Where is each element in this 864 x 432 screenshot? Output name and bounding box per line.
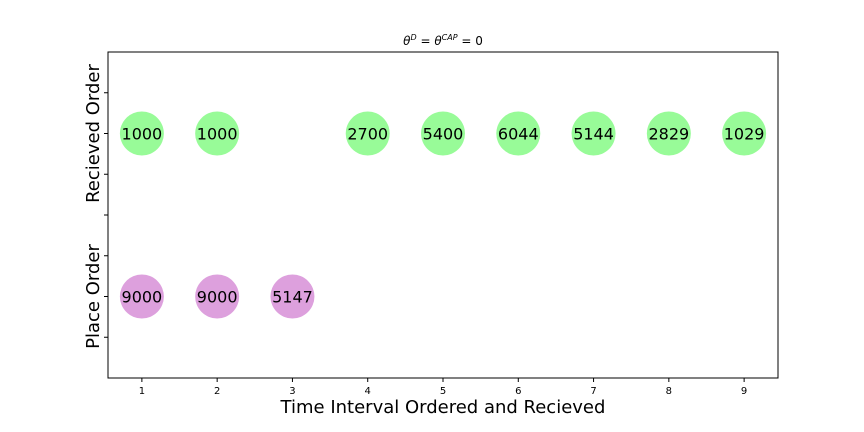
title-eq2: = 0	[458, 34, 483, 48]
bubble-0-3	[421, 111, 465, 156]
bubble-0-7	[722, 111, 767, 156]
title-theta-d: θ	[403, 34, 411, 48]
title-sup-d: D	[410, 33, 416, 42]
chart-title: θD = θCAP = 0	[403, 33, 483, 48]
bubble-0-1	[195, 111, 240, 156]
x-tick-label-4: 4	[365, 386, 371, 397]
bubble-label-0-3: 5400	[423, 125, 464, 144]
x-tick-label-5: 5	[440, 386, 446, 397]
x-axis-label: Time Interval Ordered and Recieved	[280, 397, 606, 418]
bubble-label-1-0: 9000	[122, 288, 163, 307]
bubble-label-0-0: 1000	[122, 125, 163, 144]
bubble-label-0-5: 5144	[573, 125, 614, 144]
bubble-label-0-6: 2829	[648, 125, 689, 144]
bubble-label-0-1: 1000	[197, 125, 238, 144]
bubble-0-6	[646, 111, 691, 156]
y-category-label-0: Place Order	[83, 244, 104, 349]
bubble-label-1-1: 9000	[197, 288, 238, 307]
x-tick-label-7: 7	[590, 386, 596, 397]
bubble-0-4	[496, 111, 541, 156]
x-tick-label-9: 9	[741, 386, 747, 397]
bubble-label-0-7: 1029	[724, 125, 765, 144]
bubble-0-2	[345, 111, 390, 156]
title-sup-cap: CAP	[442, 33, 458, 42]
plot-frame	[107, 51, 779, 379]
title-eq1: =	[417, 34, 435, 48]
bubble-label-0-2: 2700	[347, 125, 388, 144]
bubble-label-1-2: 5147	[272, 288, 313, 307]
x-tick-label-8: 8	[666, 386, 672, 397]
bubble-1-1	[195, 274, 240, 319]
y-category-label-1: Recieved Order	[83, 64, 104, 203]
x-tick-label-3: 3	[289, 386, 295, 397]
bubble-0-5	[571, 111, 616, 156]
title-theta-cap: θ	[434, 34, 442, 48]
bubble-0-0	[119, 111, 164, 156]
x-tick-label-6: 6	[515, 386, 521, 397]
bubble-label-0-4: 6044	[498, 125, 539, 144]
bubble-1-0	[119, 274, 164, 319]
x-tick-label-2: 2	[214, 386, 220, 397]
bubble-1-2	[270, 274, 315, 319]
x-tick-label-1: 1	[139, 386, 145, 397]
